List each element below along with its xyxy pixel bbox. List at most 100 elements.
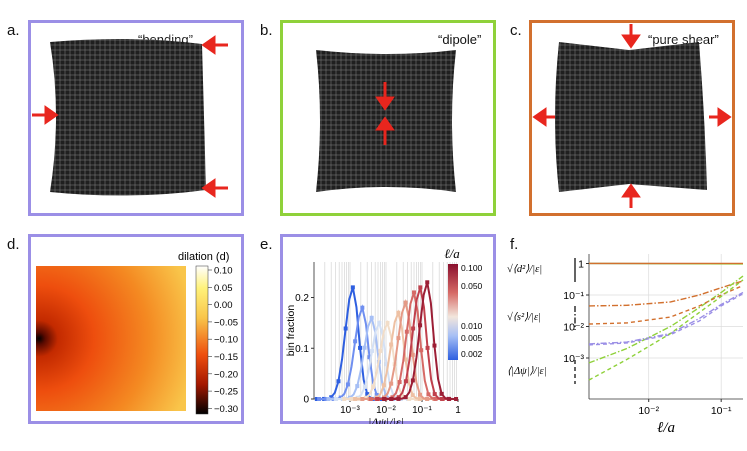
legend-label: √⟨s²⟩/|ε| xyxy=(507,311,541,323)
data-point xyxy=(396,396,401,401)
data-point xyxy=(349,396,354,401)
data-point xyxy=(396,310,401,315)
series-curve xyxy=(382,280,459,401)
data-point xyxy=(374,392,379,397)
legend-label: √⟨d²⟩/|ε| xyxy=(507,263,542,275)
colorbar-title: dilation (d) xyxy=(178,251,229,263)
data-point xyxy=(425,396,430,401)
data-point xyxy=(426,392,431,397)
colorbar-ticks: 0.10 0.05 0.00 −0.05 −0.10 −0.15 −0.20 −0.25 −0.… xyxy=(208,266,238,415)
data-point xyxy=(418,285,423,290)
panel-c-lattice xyxy=(532,24,732,208)
legend-tick-label: 0.100 xyxy=(461,263,483,273)
x-tick-label: 10⁻³ xyxy=(340,405,360,416)
data-point xyxy=(371,384,376,389)
data-point xyxy=(412,290,417,295)
data-point xyxy=(342,397,347,401)
data-point xyxy=(369,315,374,320)
colorbar-tick-label: −0.25 xyxy=(214,387,238,398)
data-point xyxy=(334,397,339,401)
data-point xyxy=(314,396,319,401)
series-line xyxy=(588,280,744,307)
data-point xyxy=(410,352,415,357)
data-point xyxy=(382,397,387,401)
panel-label-e: e. xyxy=(260,236,273,253)
lattice-texture xyxy=(49,34,206,201)
data-point xyxy=(377,320,382,325)
data-point xyxy=(432,343,437,348)
data-point xyxy=(446,396,451,401)
data-point xyxy=(385,320,390,325)
data-point xyxy=(407,396,412,401)
y-tick-label: 10⁻³ xyxy=(563,353,584,365)
x-tick-label: 10⁻¹ xyxy=(412,405,432,416)
data-point xyxy=(358,345,363,350)
data-point xyxy=(418,323,423,328)
data-point xyxy=(317,397,322,401)
colorbar-tick-label: −0.05 xyxy=(214,317,238,328)
panel-c-caption: “pure shear” xyxy=(648,32,719,47)
colorbar-tick-label: 0.00 xyxy=(214,300,233,311)
data-point xyxy=(419,348,424,353)
colorbar-tick-label: −0.30 xyxy=(214,404,238,415)
y-tick-label: 1 xyxy=(578,258,584,270)
panel-a-lattice xyxy=(32,34,228,201)
series-line xyxy=(588,291,744,345)
panel-c-frame xyxy=(529,20,735,216)
data-point xyxy=(389,396,394,401)
panel-d-dilation-map: dilation (d) 0.10 0.05 0.00 −0.05 −0.10 −0.15… xyxy=(36,251,238,415)
legend-colorbar xyxy=(448,264,458,360)
y-tick-label: 0.2 xyxy=(295,293,309,304)
data-point xyxy=(410,378,415,383)
arrow-icon xyxy=(375,82,395,145)
data-point xyxy=(326,397,331,401)
legend-tick-label: 0.002 xyxy=(461,349,483,359)
data-point xyxy=(345,382,350,387)
colorbar-tick-label: 0.05 xyxy=(214,283,233,294)
panel-f-scaling-chart: 1 10⁻¹ 10⁻² 10⁻³ 10⁻² 10⁻¹ ℓ/a √⟨d²⟩/|ε| √⟨s²⟩/|… xyxy=(507,254,744,436)
colorbar-tick-label: −0.10 xyxy=(214,335,238,346)
data-point xyxy=(353,339,358,344)
data-point xyxy=(355,384,360,389)
x-tick-label: 10⁻² xyxy=(376,405,396,416)
data-point xyxy=(432,392,437,397)
data-point xyxy=(378,348,383,353)
colorbar-tick-label: −0.20 xyxy=(214,369,238,380)
x-axis-label: ℓ/a xyxy=(657,420,675,436)
data-point xyxy=(353,397,358,401)
data-point xyxy=(433,396,438,401)
arrow-icon xyxy=(532,24,732,208)
legend-title: ℓ/a xyxy=(444,246,460,261)
data-point xyxy=(360,397,365,401)
data-point xyxy=(417,396,422,401)
data-point xyxy=(396,336,401,341)
panel-label-b: b. xyxy=(260,22,273,39)
panel-label-f: f. xyxy=(510,236,519,253)
data-point xyxy=(360,305,365,310)
y-tick-label: 0.1 xyxy=(295,344,309,355)
lattice-texture xyxy=(554,39,707,192)
panel-b-caption: “dipole” xyxy=(438,32,482,47)
data-point xyxy=(454,396,459,401)
y-axis-label: bin fraction xyxy=(285,305,297,357)
y-tick-label: 10⁻¹ xyxy=(563,290,584,302)
panel-b-frame xyxy=(280,20,496,216)
x-tick-label: 10⁻¹ xyxy=(711,405,732,417)
data-point xyxy=(362,345,367,350)
data-point xyxy=(336,379,341,384)
colorbar-tick-label: 0.10 xyxy=(214,266,233,277)
data-point xyxy=(370,348,375,353)
data-point xyxy=(367,355,372,360)
series-line xyxy=(588,279,744,381)
x-tick-label: 1 xyxy=(455,405,461,416)
panel-label-c: c. xyxy=(510,22,522,39)
panel-b-lattice xyxy=(315,49,457,192)
colorbar-tick-label: −0.15 xyxy=(214,352,238,363)
data-point xyxy=(362,384,367,389)
legend-label: ⟨|Δψ|⟩/|ε| xyxy=(507,366,546,377)
data-point xyxy=(363,395,368,400)
arrow-icon xyxy=(32,35,228,198)
series-line xyxy=(588,275,744,364)
data-point xyxy=(397,380,402,385)
data-point xyxy=(384,362,389,367)
